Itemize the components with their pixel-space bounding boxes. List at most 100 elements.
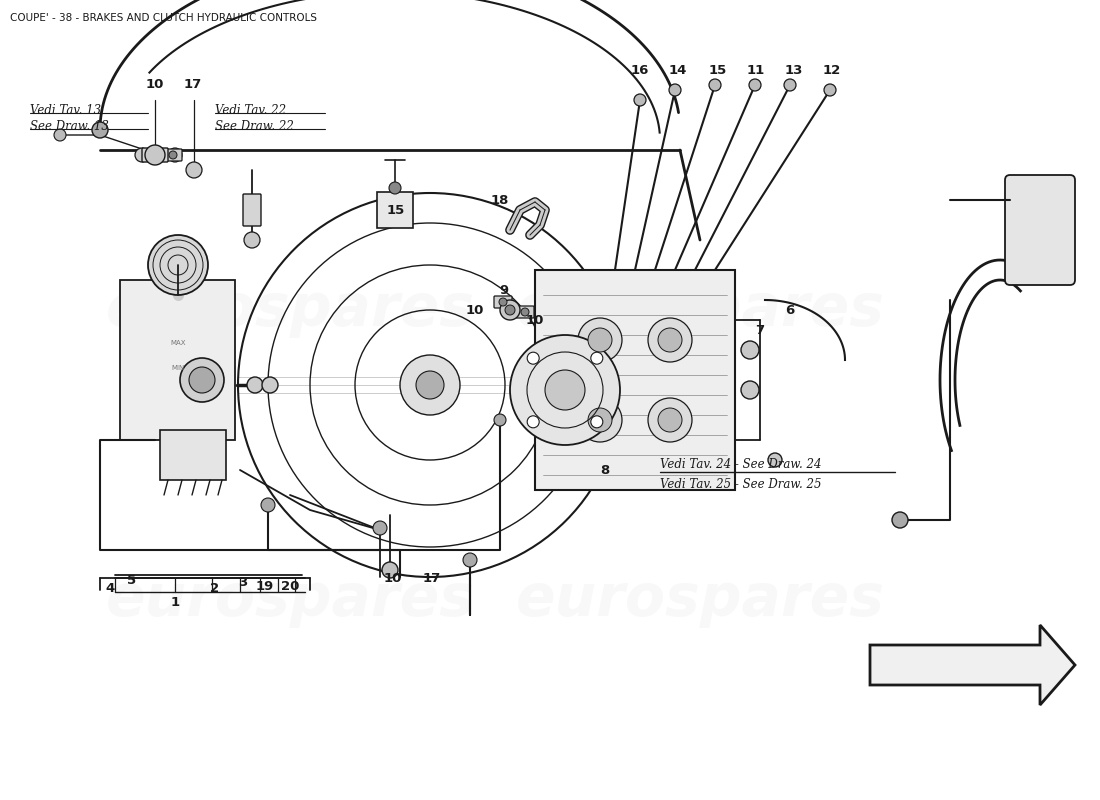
Text: COUPE' - 38 - BRAKES AND CLUTCH HYDRAULIC CONTROLS: COUPE' - 38 - BRAKES AND CLUTCH HYDRAULI…: [10, 13, 317, 23]
Circle shape: [521, 308, 529, 316]
Circle shape: [262, 377, 278, 393]
Text: 17: 17: [422, 571, 441, 585]
FancyBboxPatch shape: [377, 192, 412, 228]
Circle shape: [710, 79, 720, 91]
Text: eurospares: eurospares: [106, 282, 474, 338]
Circle shape: [244, 232, 260, 248]
Circle shape: [494, 414, 506, 426]
Text: 9: 9: [499, 283, 508, 297]
Polygon shape: [160, 430, 226, 480]
Text: 20: 20: [280, 581, 299, 594]
Circle shape: [180, 358, 224, 402]
Circle shape: [527, 352, 539, 364]
Text: eurospares: eurospares: [516, 282, 884, 338]
Circle shape: [261, 498, 275, 512]
Text: Vedi Tav. 25 - See Draw. 25: Vedi Tav. 25 - See Draw. 25: [660, 478, 822, 491]
Circle shape: [145, 145, 165, 165]
Text: 10: 10: [526, 314, 544, 326]
Circle shape: [500, 300, 520, 320]
Circle shape: [527, 416, 539, 428]
FancyBboxPatch shape: [494, 296, 512, 308]
Circle shape: [189, 367, 214, 393]
Circle shape: [741, 381, 759, 399]
Circle shape: [578, 398, 621, 442]
Text: Vedi Tav. 24 - See Draw. 24: Vedi Tav. 24 - See Draw. 24: [660, 458, 822, 471]
Text: See Draw. 13: See Draw. 13: [30, 119, 109, 133]
Text: See Draw. 22: See Draw. 22: [214, 119, 294, 133]
Text: Vedi Tav. 13: Vedi Tav. 13: [30, 103, 101, 117]
Text: 14: 14: [669, 63, 688, 77]
Circle shape: [382, 562, 398, 578]
Text: 7: 7: [756, 323, 764, 337]
Circle shape: [135, 148, 149, 162]
Text: 16: 16: [630, 63, 649, 77]
FancyBboxPatch shape: [535, 270, 735, 490]
Text: 17: 17: [184, 78, 202, 91]
Text: 11: 11: [747, 63, 766, 77]
Text: 19: 19: [256, 581, 274, 594]
Circle shape: [578, 318, 621, 362]
FancyBboxPatch shape: [142, 148, 168, 162]
Circle shape: [54, 129, 66, 141]
Circle shape: [499, 298, 507, 306]
Circle shape: [505, 305, 515, 315]
Circle shape: [824, 84, 836, 96]
Circle shape: [648, 398, 692, 442]
Circle shape: [186, 162, 202, 178]
Text: 5: 5: [128, 574, 136, 586]
Text: 10: 10: [146, 78, 164, 91]
Text: eurospares: eurospares: [106, 571, 474, 629]
Circle shape: [510, 335, 620, 445]
Circle shape: [588, 408, 612, 432]
Circle shape: [784, 79, 796, 91]
Circle shape: [151, 151, 160, 159]
Polygon shape: [120, 280, 235, 440]
Circle shape: [463, 553, 477, 567]
Circle shape: [658, 328, 682, 352]
Text: 4: 4: [106, 582, 114, 594]
Text: MAX: MAX: [170, 340, 186, 346]
Circle shape: [168, 148, 182, 162]
FancyBboxPatch shape: [1005, 175, 1075, 285]
FancyBboxPatch shape: [146, 149, 164, 161]
FancyBboxPatch shape: [516, 306, 534, 318]
FancyBboxPatch shape: [164, 149, 182, 161]
Text: 3: 3: [239, 575, 248, 589]
Text: 10: 10: [384, 571, 403, 585]
Text: 10: 10: [465, 303, 484, 317]
Polygon shape: [870, 625, 1075, 705]
Text: MIN: MIN: [172, 365, 185, 371]
Circle shape: [169, 151, 177, 159]
Text: eurospares: eurospares: [516, 571, 884, 629]
Circle shape: [588, 328, 612, 352]
FancyBboxPatch shape: [243, 194, 261, 226]
Circle shape: [741, 341, 759, 359]
Text: 15: 15: [708, 63, 727, 77]
Text: 8: 8: [601, 463, 609, 477]
Circle shape: [373, 521, 387, 535]
Circle shape: [892, 512, 907, 528]
Circle shape: [591, 352, 603, 364]
Text: 1: 1: [170, 595, 179, 609]
Circle shape: [400, 355, 460, 415]
Text: 15: 15: [387, 203, 405, 217]
Circle shape: [768, 453, 782, 467]
Circle shape: [92, 122, 108, 138]
Text: 18: 18: [491, 194, 509, 206]
Text: 13: 13: [784, 63, 803, 77]
Circle shape: [389, 182, 402, 194]
Text: Vedi Tav. 22: Vedi Tav. 22: [214, 103, 286, 117]
Circle shape: [416, 371, 444, 399]
Circle shape: [248, 377, 263, 393]
Circle shape: [634, 94, 646, 106]
Circle shape: [148, 235, 208, 295]
Circle shape: [591, 416, 603, 428]
Circle shape: [544, 370, 585, 410]
Circle shape: [669, 84, 681, 96]
Circle shape: [658, 408, 682, 432]
Text: 12: 12: [823, 63, 842, 77]
Text: 2: 2: [210, 582, 220, 594]
Circle shape: [749, 79, 761, 91]
Circle shape: [648, 318, 692, 362]
Text: 6: 6: [785, 303, 794, 317]
